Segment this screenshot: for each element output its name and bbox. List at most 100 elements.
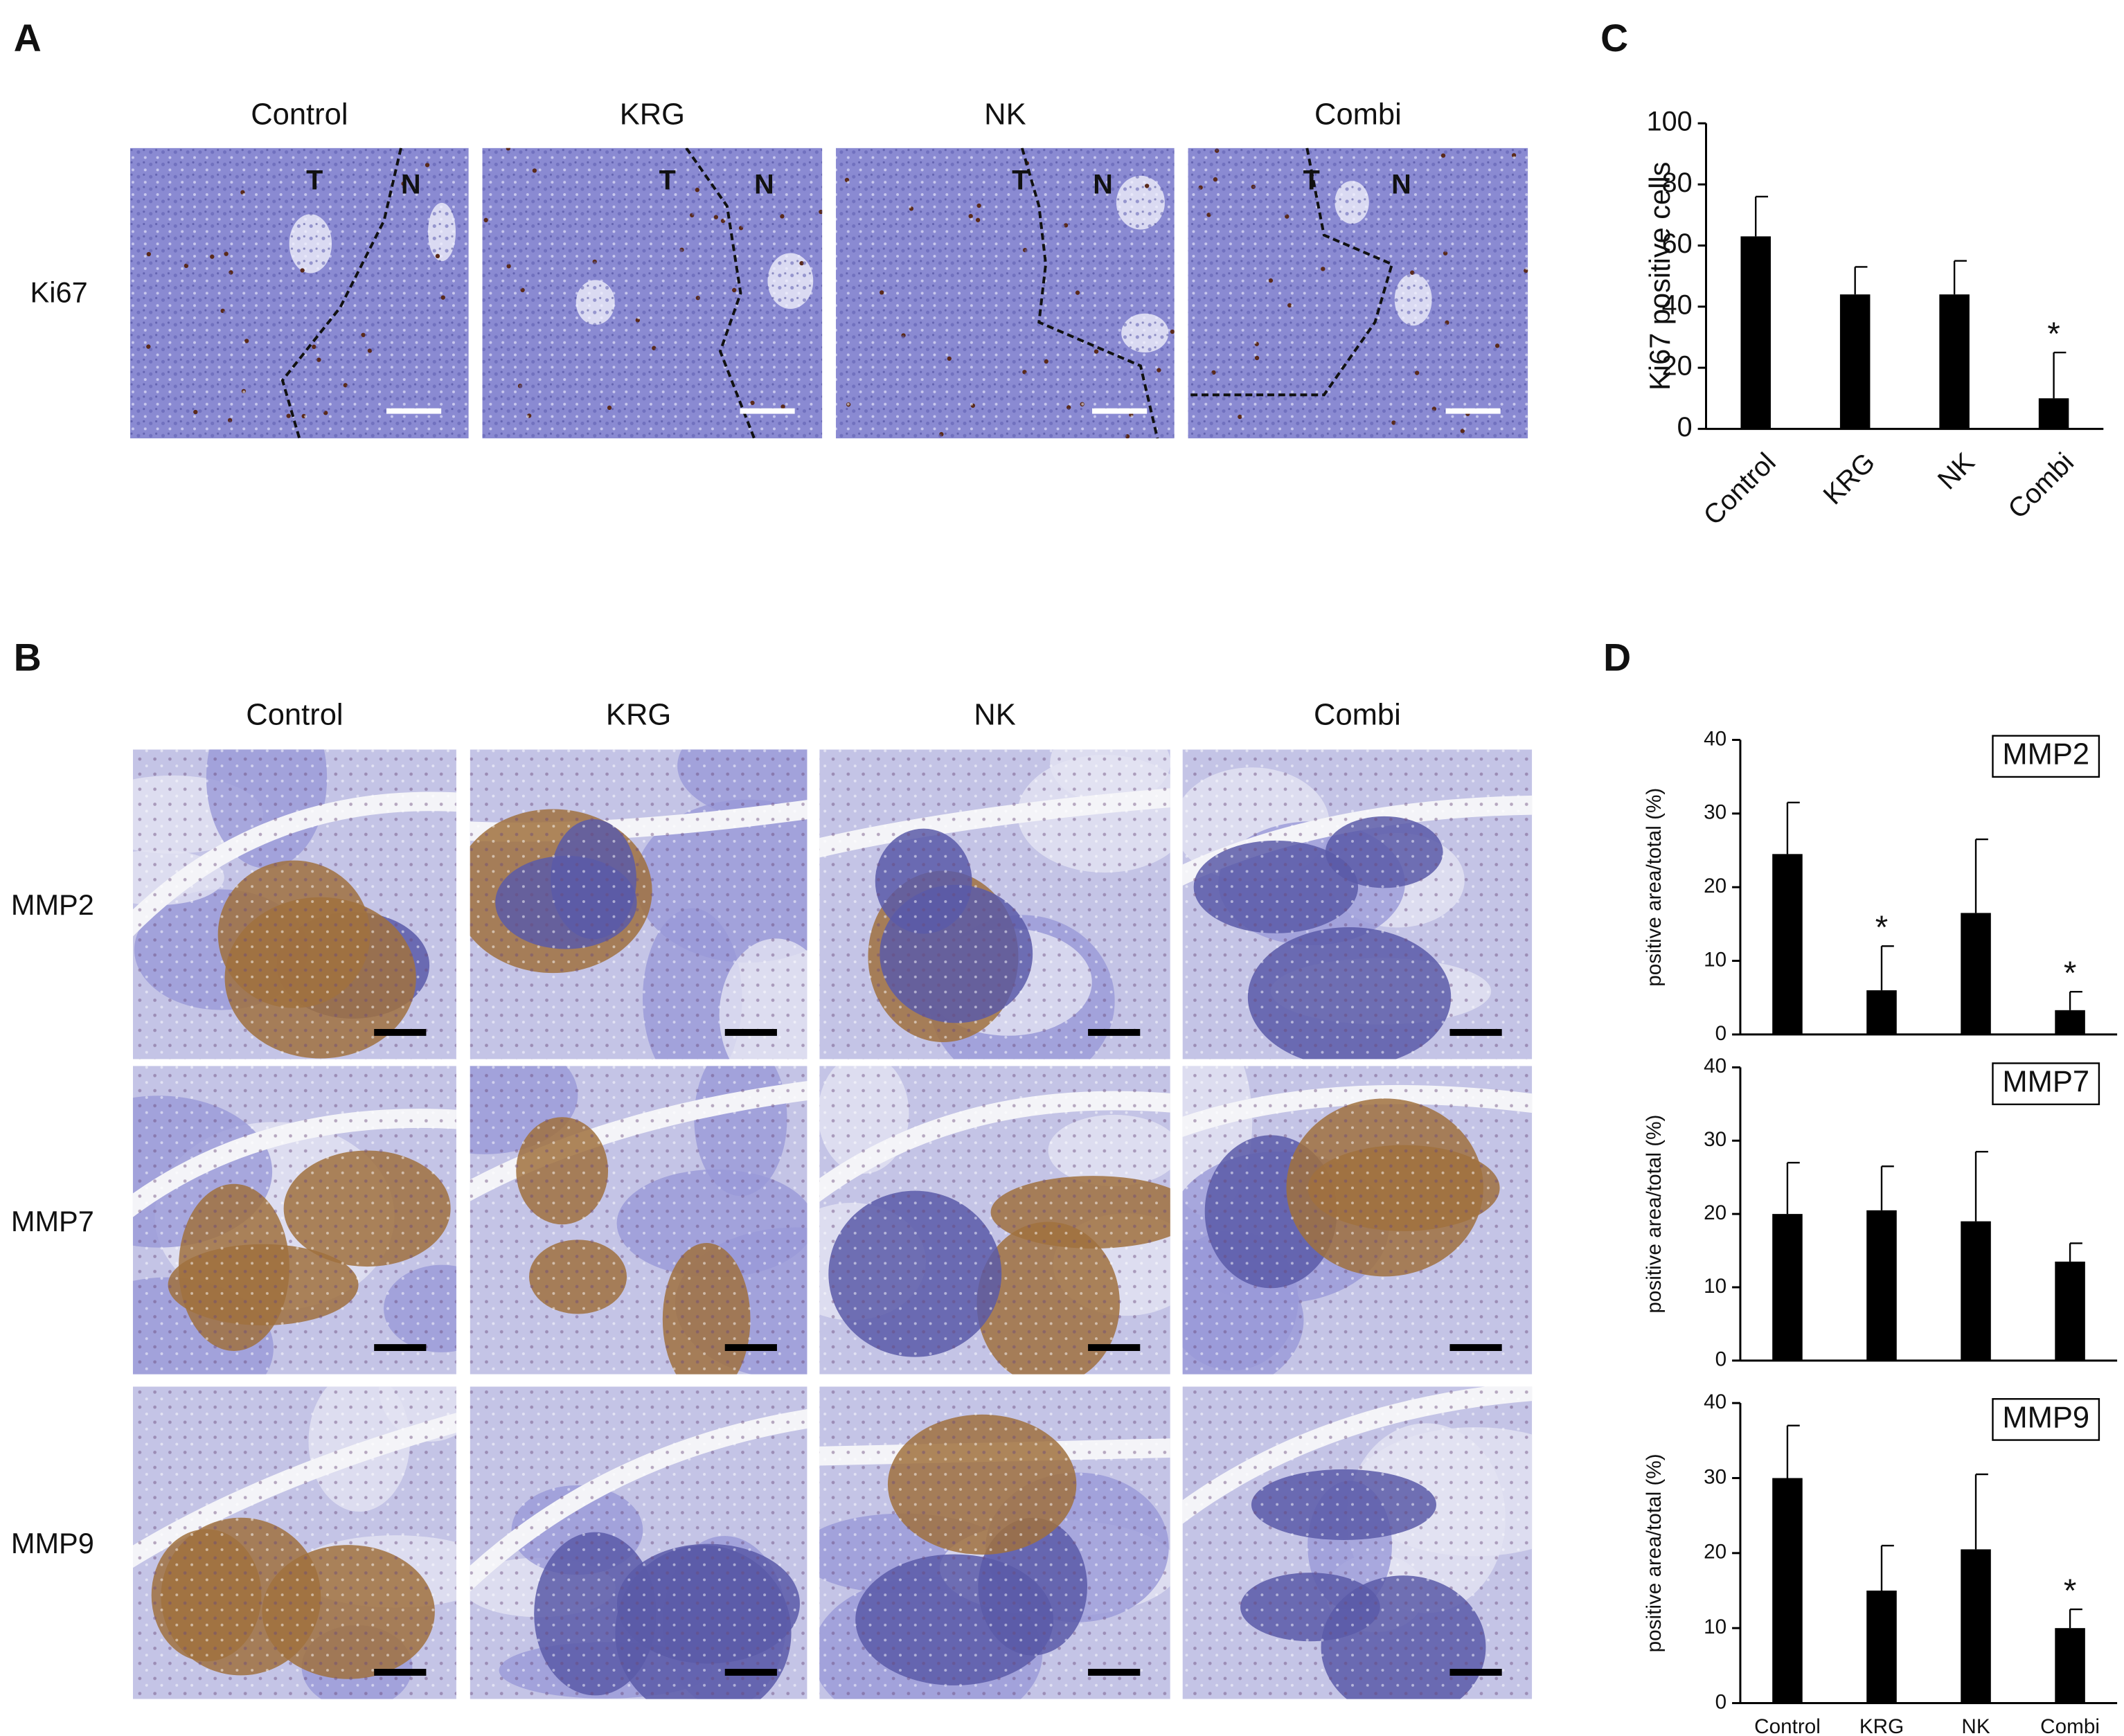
bar <box>1961 913 1991 1035</box>
column-title: KRG <box>620 98 685 132</box>
column-title: Combi <box>1314 698 1401 731</box>
scale-bar <box>1449 1344 1502 1351</box>
significance-mark: * <box>1875 909 1888 946</box>
title-box <box>1992 735 2100 778</box>
bar <box>1866 1210 1897 1361</box>
panel-label: C <box>1600 17 1628 60</box>
y-tick-label: 10 <box>1704 1275 1726 1298</box>
y-tick-label: 40 <box>1704 1055 1726 1077</box>
texture <box>1182 749 1533 1059</box>
bar <box>2055 1628 2085 1703</box>
micrograph-content <box>130 147 469 439</box>
scale-bar <box>724 1344 777 1351</box>
row-label: MMP7 <box>11 1205 94 1237</box>
column-title: Control <box>246 698 343 731</box>
x-tick-label: NK <box>1961 1715 1990 1736</box>
tumor-boundary <box>1188 147 1394 397</box>
panel-label: A <box>14 17 42 60</box>
texture <box>470 1386 807 1699</box>
micrograph-content <box>819 749 1170 1059</box>
x-tick-label: NK <box>1932 447 1981 496</box>
texture <box>819 1066 1170 1375</box>
micrograph <box>130 147 469 439</box>
micrograph <box>836 147 1175 439</box>
y-tick-label: 60 <box>1662 229 1693 259</box>
y-axis-label: positive area/total (%) <box>1643 1115 1666 1314</box>
micrograph <box>819 1386 1170 1699</box>
significance-mark: * <box>2064 1573 2076 1609</box>
scale-bar <box>740 408 795 414</box>
y-tick-label: 100 <box>1647 107 1693 137</box>
scale-bar <box>374 1344 427 1351</box>
micrograph <box>1188 147 1528 439</box>
micrograph-content <box>482 147 823 439</box>
bar <box>1772 1214 1803 1361</box>
y-tick-label: 20 <box>1662 351 1693 382</box>
texture <box>819 749 1170 1059</box>
texture <box>1182 1386 1533 1699</box>
tumor-boundary <box>1020 147 1159 439</box>
micrograph-content <box>470 1066 807 1375</box>
scale-bar <box>1088 1028 1141 1036</box>
bar <box>1866 990 1897 1035</box>
y-axis-label: Ki67 positive cells <box>1643 162 1676 391</box>
micrograph-content <box>132 1386 456 1699</box>
micrograph <box>470 1066 807 1375</box>
bar <box>1961 1221 1991 1361</box>
micrograph <box>482 147 823 439</box>
y-tick-label: 30 <box>1704 801 1726 824</box>
scale-bar <box>1088 1669 1141 1676</box>
y-axis-label: positive area/total (%) <box>1643 1453 1666 1652</box>
title-box <box>1992 1062 2100 1106</box>
y-tick-label: 0 <box>1715 1022 1727 1045</box>
y-tick-label: 30 <box>1704 1128 1726 1151</box>
texture <box>1188 147 1528 439</box>
micrograph-content <box>470 749 807 1059</box>
x-tick-label: KRG <box>1817 447 1881 511</box>
bar <box>1839 294 1871 429</box>
micrograph-content <box>819 1066 1170 1375</box>
texture <box>130 147 469 439</box>
micrograph-content <box>1188 147 1528 439</box>
micrograph-content <box>1182 749 1533 1059</box>
bar <box>1961 1549 1991 1703</box>
region-label: N <box>1093 170 1113 200</box>
texture <box>1182 1066 1533 1375</box>
scale-bar <box>1449 1669 1502 1676</box>
panel-label: D <box>1603 636 1631 679</box>
y-tick-label: 40 <box>1704 1390 1726 1413</box>
bar <box>2055 1010 2085 1035</box>
micrograph-content <box>470 1386 807 1699</box>
y-tick-label: 0 <box>1677 412 1693 442</box>
x-tick-label: Combi <box>2040 1715 2100 1736</box>
texture <box>132 749 456 1059</box>
scale-bar <box>1088 1344 1141 1351</box>
region-label: T <box>659 165 676 196</box>
x-tick-label: Control <box>1754 1715 1821 1736</box>
y-tick-label: 20 <box>1704 1201 1726 1224</box>
micrograph <box>819 1066 1170 1375</box>
region-label: T <box>1303 165 1320 196</box>
y-tick-label: 20 <box>1704 875 1726 897</box>
scale-bar <box>1445 408 1501 414</box>
micrograph <box>132 1386 456 1699</box>
micrograph-content <box>1182 1066 1533 1375</box>
tumor-boundary <box>685 147 756 439</box>
micrograph-content <box>132 749 456 1059</box>
micrograph <box>819 749 1170 1059</box>
x-tick-label: KRG <box>1859 1715 1904 1736</box>
micrograph <box>1182 749 1533 1059</box>
y-tick-label: 0 <box>1715 1348 1727 1371</box>
row-label: MMP2 <box>11 888 94 921</box>
row-label: MMP9 <box>11 1527 94 1559</box>
micrograph <box>470 749 807 1059</box>
significance-mark: * <box>2064 955 2076 992</box>
texture <box>470 1066 807 1375</box>
bar <box>1772 854 1803 1035</box>
micrograph-content <box>132 1066 456 1375</box>
scale-bar <box>1449 1028 1502 1036</box>
bar <box>1866 1591 1897 1703</box>
micrograph <box>470 1386 807 1699</box>
